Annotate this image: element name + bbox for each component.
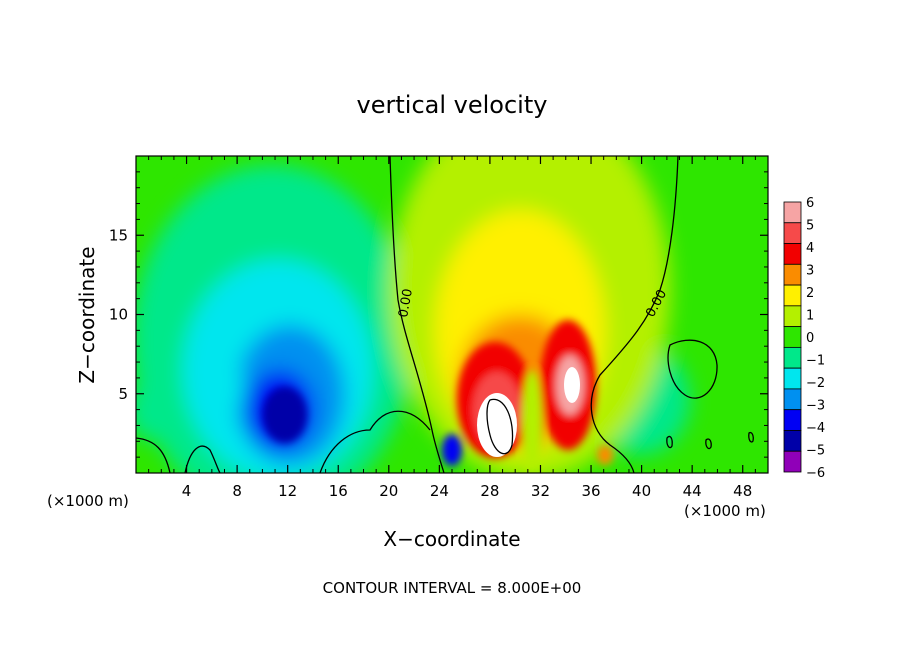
- contour-zero-right: [590, 156, 679, 473]
- colorbar-swatch-2: [783, 243, 802, 265]
- y-tick-label-0: 5: [118, 385, 128, 403]
- updraft-gap: [522, 370, 542, 470]
- x-tick-label-2: 12: [278, 482, 297, 500]
- colorbar-label-5: 1: [806, 309, 814, 324]
- colorbar-label-4: 2: [806, 286, 814, 301]
- x-tick-label-9: 40: [632, 482, 651, 500]
- x-axis-label: X−coordinate: [383, 527, 520, 551]
- x-unit-right: (×1000 m): [684, 502, 766, 520]
- plot-area: 0.00 0.00: [136, 156, 768, 473]
- colorbar-label-3: 3: [806, 264, 814, 279]
- contour-label-left: 0.00: [396, 288, 416, 319]
- contour-lower-right: [319, 410, 431, 473]
- y-tick-label-2: 15: [109, 226, 128, 244]
- x-tick-label-0: 4: [182, 482, 192, 500]
- colorbar-swatch-0: [783, 201, 802, 224]
- contour-core-left: [486, 398, 514, 455]
- colorbar-label-0: 6: [806, 196, 814, 211]
- contour-spot-3: [748, 431, 754, 443]
- updraft-core-right: [564, 367, 580, 403]
- x-tick-label-4: 20: [379, 482, 398, 500]
- downdraft-left-edge: [136, 380, 172, 440]
- contour-interval: CONTOUR INTERVAL = 8.000E+00: [323, 579, 582, 597]
- orange-spot: [597, 445, 613, 465]
- x-tick-label-8: 36: [581, 482, 600, 500]
- y-axis-label: Z−coordinate: [75, 246, 99, 383]
- x-tick-label-7: 32: [531, 482, 550, 500]
- zero-contours: [136, 156, 754, 473]
- colorbar-label-1: 5: [806, 219, 814, 234]
- contour-lower-left: [136, 437, 171, 473]
- colorbar-swatch-10: [783, 409, 802, 431]
- colorbar-swatch-11: [783, 430, 802, 452]
- downdraft-side: [187, 340, 243, 430]
- colorbar-label-12: −6: [806, 466, 825, 481]
- colorbar-label-11: −5: [806, 444, 825, 459]
- colorbar-swatch-6: [783, 326, 802, 348]
- colorbar-label-7: −1: [806, 354, 825, 369]
- colorbar: 6 5 4 3 2 1 0 −1 −2 −3 −4 −5 −6: [783, 196, 825, 481]
- colorbar-swatch-5: [783, 305, 802, 328]
- colorbar-swatch-12: [783, 450, 802, 473]
- colorbar-swatch-7: [783, 346, 802, 369]
- x-tick-label-1: 8: [232, 482, 242, 500]
- x-unit-left: (×1000 m): [47, 492, 129, 510]
- colorbar-swatch-4: [783, 284, 802, 307]
- x-tick-label-10: 44: [683, 482, 702, 500]
- colorbar-label-8: −2: [806, 376, 825, 391]
- contour-spot-2: [705, 438, 712, 450]
- x-tick-label-3: 16: [329, 482, 348, 500]
- colorbar-label-6: 0: [806, 331, 814, 346]
- chart-title: vertical velocity: [357, 91, 548, 119]
- x-tick-label-5: 24: [430, 482, 449, 500]
- colorbar-label-2: 4: [806, 241, 814, 256]
- colorbar-swatch-9: [783, 388, 802, 411]
- colorbar-label-10: −4: [806, 421, 825, 436]
- colorbar-swatch-1: [783, 222, 802, 244]
- y-axis: 5 10 15: [109, 171, 768, 458]
- x-tick-label-6: 28: [480, 482, 499, 500]
- x-axis: 4 8 12 16 20 24 28 32 36 40 44 48: [148, 156, 756, 500]
- contour-cell-right: [667, 339, 718, 399]
- y-tick-label-1: 10: [109, 306, 128, 324]
- colorbar-label-9: −3: [806, 399, 825, 414]
- colorbar-swatch-8: [783, 367, 802, 390]
- contour-lower-mid: [184, 445, 221, 473]
- colorbar-swatch-3: [783, 263, 802, 286]
- contour-zero-left: [389, 156, 445, 473]
- contour-spot-1: [666, 435, 673, 449]
- downdraft-core-deep: [263, 387, 307, 443]
- blue-spot: [442, 434, 462, 466]
- x-tick-label-11: 48: [733, 482, 752, 500]
